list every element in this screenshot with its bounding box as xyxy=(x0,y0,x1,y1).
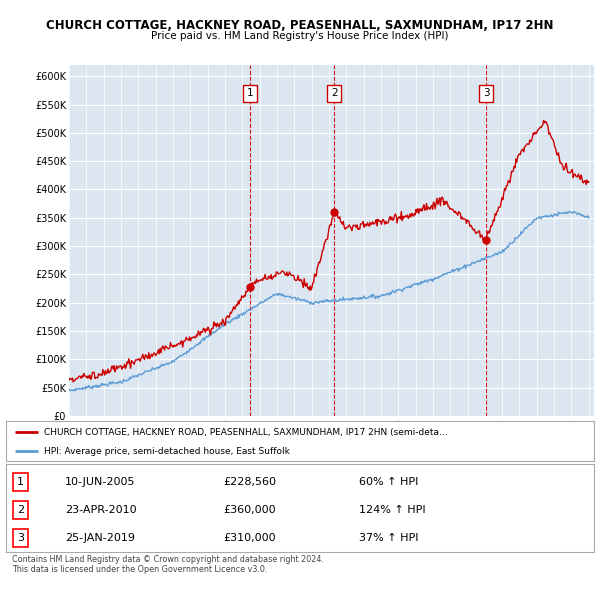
Text: 37% ↑ HPI: 37% ↑ HPI xyxy=(359,533,418,543)
Text: HPI: Average price, semi-detached house, East Suffolk: HPI: Average price, semi-detached house,… xyxy=(44,447,290,456)
Text: 23-APR-2010: 23-APR-2010 xyxy=(65,504,136,514)
Text: 2: 2 xyxy=(17,504,24,514)
Text: 2: 2 xyxy=(331,88,338,98)
Text: 3: 3 xyxy=(17,533,24,543)
Text: 60% ↑ HPI: 60% ↑ HPI xyxy=(359,477,418,487)
Text: £310,000: £310,000 xyxy=(224,533,276,543)
Text: £228,560: £228,560 xyxy=(224,477,277,487)
Text: 25-JAN-2019: 25-JAN-2019 xyxy=(65,533,135,543)
Text: 10-JUN-2005: 10-JUN-2005 xyxy=(65,477,136,487)
Text: 124% ↑ HPI: 124% ↑ HPI xyxy=(359,504,425,514)
Text: CHURCH COTTAGE, HACKNEY ROAD, PEASENHALL, SAXMUNDHAM, IP17 2HN (semi-deta…: CHURCH COTTAGE, HACKNEY ROAD, PEASENHALL… xyxy=(44,428,448,437)
Text: Price paid vs. HM Land Registry's House Price Index (HPI): Price paid vs. HM Land Registry's House … xyxy=(151,31,449,41)
Text: CHURCH COTTAGE, HACKNEY ROAD, PEASENHALL, SAXMUNDHAM, IP17 2HN: CHURCH COTTAGE, HACKNEY ROAD, PEASENHALL… xyxy=(46,19,554,32)
Text: £360,000: £360,000 xyxy=(224,504,276,514)
Text: 3: 3 xyxy=(483,88,490,98)
Text: 1: 1 xyxy=(17,477,24,487)
Text: 1: 1 xyxy=(247,88,253,98)
Text: Contains HM Land Registry data © Crown copyright and database right 2024.
This d: Contains HM Land Registry data © Crown c… xyxy=(12,555,324,574)
